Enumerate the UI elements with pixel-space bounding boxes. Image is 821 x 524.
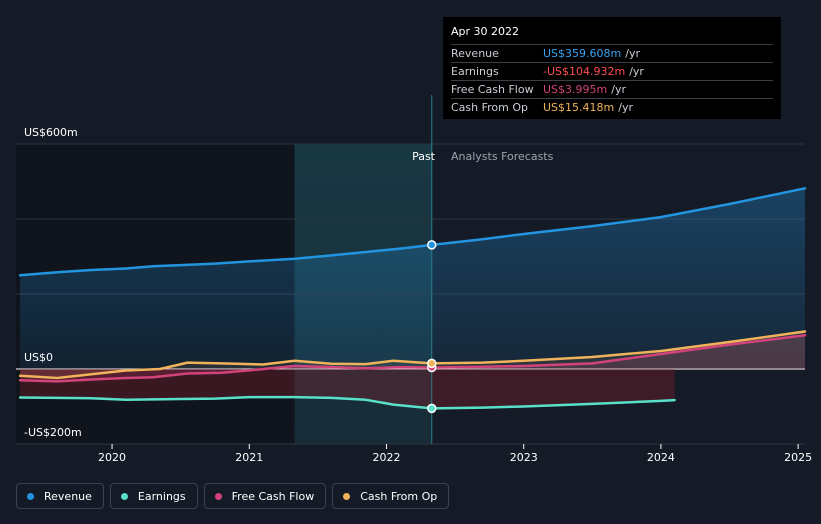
earnings-line: [18, 395, 676, 410]
past-label: Past: [412, 150, 436, 163]
cfo-area: [20, 331, 806, 378]
x-tick-label: 2024: [647, 451, 675, 464]
tooltip-metric-name: Earnings: [451, 65, 499, 78]
legend-dot-icon: [343, 492, 351, 500]
legend-item-earnings[interactable]: Earnings: [109, 483, 198, 509]
x-tick-label: 2020: [98, 451, 126, 464]
legend-dot-icon: [120, 492, 128, 500]
y-tick-label-600: US$600m: [24, 126, 78, 139]
x-tick-label: 2021: [235, 451, 263, 464]
revenue-line: [18, 187, 807, 277]
y-tick-label-0: US$0: [24, 351, 53, 364]
tooltip-date: Apr 30 2022: [451, 23, 773, 45]
tooltip-metric-value: -US$104.932m: [543, 65, 626, 78]
revenue-area: [20, 188, 806, 369]
tooltip-metric-unit: /yr: [625, 47, 640, 60]
legend-dot-icon: [27, 492, 34, 500]
cfo-line: [18, 330, 807, 380]
legend-label: Earnings: [137, 489, 186, 503]
legend-label: Free Cash Flow: [231, 489, 315, 503]
chart-legend: Revenue Earnings Free Cash Flow Cash From O…: [16, 483, 450, 509]
tooltip-metric-name: Free Cash Flow: [451, 83, 534, 96]
cfo-marker: [427, 358, 437, 369]
legend-dot-icon: [214, 492, 222, 500]
y-tick-label-neg200: -US$200m: [24, 426, 82, 439]
x-tick-label: 2022: [372, 451, 400, 464]
tooltip-metric-name: Revenue: [451, 47, 499, 60]
tooltip-metric-name: Cash From Op: [451, 101, 529, 114]
legend-item-revenue[interactable]: Revenue: [16, 483, 104, 509]
tooltip-metric-value: US$359.608m: [543, 47, 622, 60]
legend-item-cash-from-op[interactable]: Cash From Op: [332, 483, 450, 509]
legend-item-free-cash-flow[interactable]: Free Cash Flow: [203, 483, 327, 509]
tooltip-metric-value: US$3.995m: [543, 83, 608, 96]
tooltip-row: Earnings -US$104.932m/yr: [451, 63, 773, 81]
revenue-marker: [427, 240, 437, 250]
fcf-line: [18, 334, 807, 383]
tooltip-metric-value: US$15.418m: [543, 101, 615, 114]
tooltip-metric-unit: /yr: [629, 65, 644, 78]
tooltip-row: Revenue US$359.608m/yr: [451, 45, 773, 63]
tooltip-row: Free Cash Flow US$3.995m/yr: [451, 81, 773, 99]
x-tick-label: 2023: [510, 451, 538, 464]
tooltip-metric-unit: /yr: [611, 83, 626, 96]
legend-label: Cash From Op: [360, 489, 438, 503]
earnings-marker: [427, 403, 437, 414]
tooltip-metric-unit: /yr: [618, 101, 633, 114]
data-tooltip: Apr 30 2022 Revenue US$359.608m/yr Earning…: [443, 17, 781, 119]
fcf-area: [20, 335, 806, 382]
x-tick-label: 2025: [784, 451, 812, 464]
legend-label: Revenue: [44, 489, 92, 503]
forecast-label: Analysts Forecasts: [451, 150, 554, 163]
tooltip-row: Cash From Op US$15.418m/yr: [451, 99, 773, 116]
